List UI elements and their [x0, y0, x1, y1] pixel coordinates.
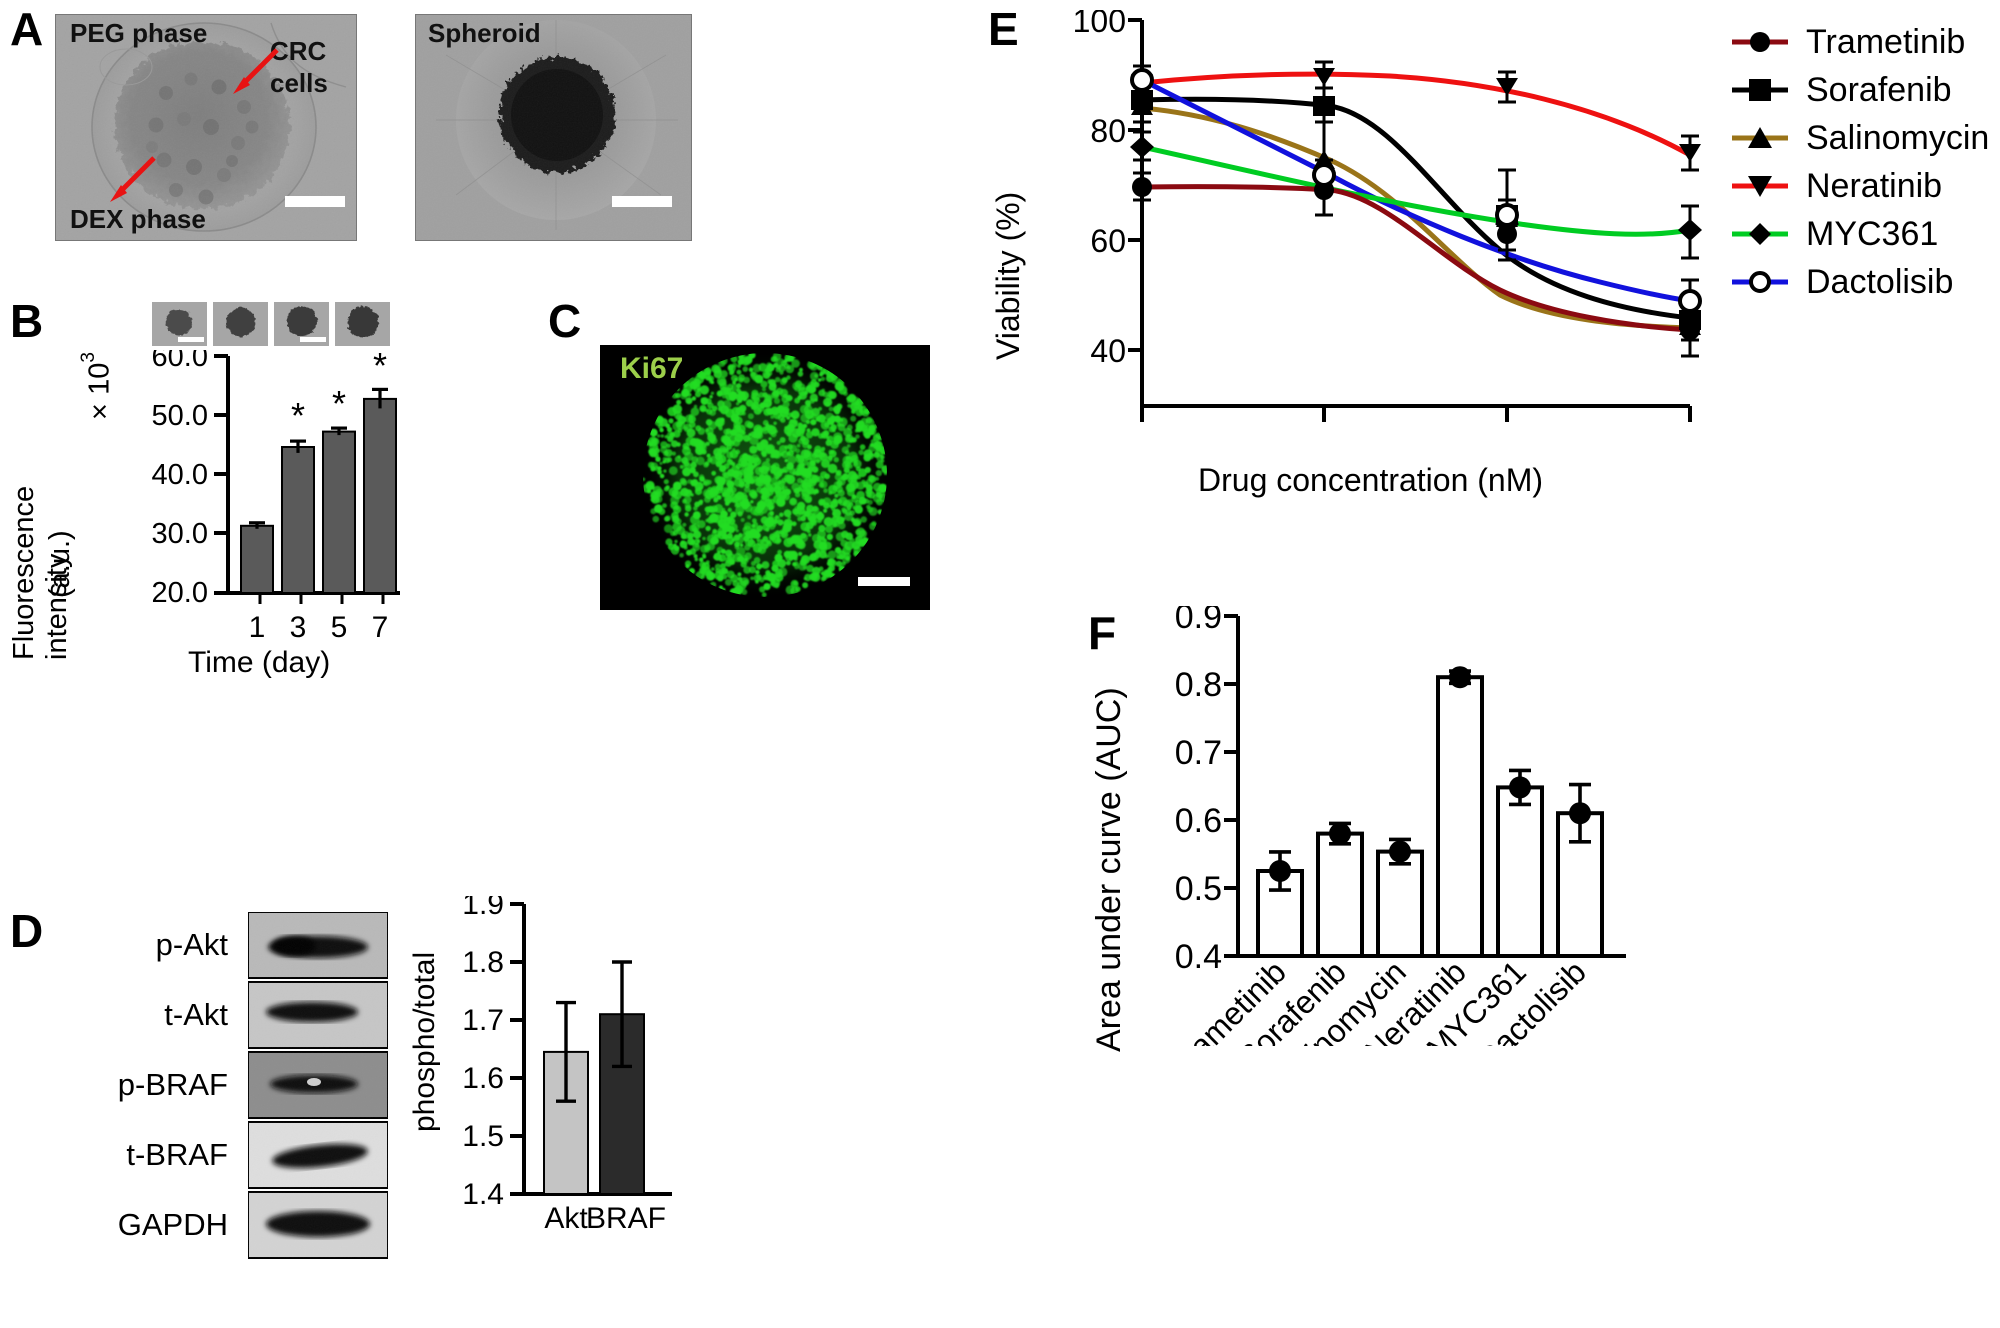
legend-marker-myc361-icon	[1732, 223, 1788, 245]
svg-text:1: 1	[249, 611, 266, 644]
panel-letter-c: C	[548, 295, 582, 347]
svg-text:40.0: 40.0	[152, 459, 208, 491]
legend-item-neratinib[interactable]: Neratinib	[1730, 162, 1989, 210]
svg-text:100: 100	[1073, 10, 1126, 39]
panel-b-xlabel: Time (day)	[188, 646, 331, 679]
panel-letter-e: E	[988, 3, 1019, 55]
panel-b-chart: 60.0 50.0 40.0 30.0 20.0	[110, 350, 410, 650]
legend-label-sorafenib: Sorafenib	[1806, 70, 1952, 109]
panel-d-blot-labels: p-Akt t-Akt p-BRAF t-BRAF GAPDH	[98, 910, 228, 1260]
blot-label-t-akt: t-Akt	[164, 997, 228, 1032]
svg-text:7: 7	[372, 611, 389, 644]
svg-text:1.5: 1.5	[462, 1120, 504, 1153]
svg-text:0.7: 0.7	[1175, 734, 1222, 772]
panel-a-left-scalebar	[285, 196, 345, 207]
panel-letter-b: B	[10, 295, 44, 347]
svg-text:0.6: 0.6	[1175, 802, 1222, 840]
panel-f-chart: 0.9 0.8 0.7 0.6 0.5 0.4	[1126, 606, 1746, 1046]
panel-a-arrow-dex-icon	[100, 150, 162, 208]
panel-d-blot-images	[248, 912, 388, 1260]
svg-text:50.0: 50.0	[152, 400, 208, 432]
blot-label-gapdh: GAPDH	[117, 1207, 228, 1242]
legend-item-salinomycin[interactable]: Salinomycin	[1730, 114, 1989, 162]
svg-text:60.0: 60.0	[152, 350, 208, 373]
blot-label-p-akt: p-Akt	[155, 927, 228, 962]
panel-c-image	[600, 345, 930, 610]
legend-label-dactolisib: Dactolisib	[1806, 262, 1954, 301]
panel-a-label-crc-line1: CRC	[270, 36, 327, 66]
legend-marker-sorafenib-icon	[1732, 79, 1788, 101]
legend-marker-trametinib-icon	[1732, 32, 1788, 52]
svg-text:1.8: 1.8	[462, 946, 504, 979]
panel-a-label-dex: DEX phase	[70, 204, 206, 234]
panel-f-ylabel: Area under curve (AUC)	[1090, 687, 1128, 1052]
legend-marker-neratinib-icon	[1732, 176, 1788, 197]
panel-b-ylabel-line2: (a.u.)	[44, 530, 76, 598]
svg-text:102: 102	[1482, 427, 1533, 430]
svg-text:BRAF: BRAF	[586, 1202, 666, 1235]
panel-e-legend: Trametinib Sorafenib Salinomycin Neratin…	[1730, 18, 1989, 306]
legend-item-trametinib[interactable]: Trametinib	[1730, 18, 1989, 66]
svg-text:*: *	[373, 350, 387, 386]
svg-text:1.4: 1.4	[462, 1178, 504, 1211]
panel-a-label-crc-line2: cells	[270, 68, 328, 98]
svg-text:40: 40	[1090, 333, 1126, 369]
legend-marker-dactolisib-icon	[1732, 271, 1788, 293]
svg-text:1.7: 1.7	[462, 1004, 504, 1037]
panel-b-thumbnails	[152, 300, 392, 348]
legend-label-neratinib: Neratinib	[1806, 166, 1943, 205]
panel-e-chart: 100 80 60 40	[1030, 10, 1710, 430]
panel-a-label-peg: PEG phase	[70, 18, 208, 48]
panel-e-ylabel: Viability (%)	[990, 191, 1026, 360]
svg-text:1.6: 1.6	[462, 1062, 504, 1095]
panel-a-arrow-crc-icon	[225, 44, 285, 99]
panel-letter-a: A	[10, 3, 44, 55]
svg-text:Akt: Akt	[544, 1202, 588, 1235]
svg-text:60: 60	[1090, 223, 1126, 259]
svg-text:103: 103	[1665, 427, 1710, 430]
blot-label-t-braf: t-BRAF	[126, 1137, 228, 1172]
panel-d-chart: 1.9 1.8 1.7 1.6 1.5 1.4	[440, 896, 700, 1236]
svg-text:*: *	[291, 395, 305, 436]
panel-a-right-scalebar	[612, 196, 672, 207]
svg-text:0.4: 0.4	[1175, 938, 1222, 976]
svg-text:100: 100	[1117, 427, 1168, 430]
panel-letter-f: F	[1088, 607, 1117, 659]
svg-text:*: *	[332, 383, 346, 424]
panel-letter-d: D	[10, 905, 44, 957]
legend-item-dactolisib[interactable]: Dactolisib	[1730, 258, 1989, 306]
legend-label-salinomycin: Salinomycin	[1806, 118, 1990, 157]
blot-label-p-braf: p-BRAF	[117, 1067, 228, 1102]
svg-text:0.5: 0.5	[1175, 870, 1222, 908]
panel-e-xlabel: Drug concentration (nM)	[1198, 462, 1544, 498]
svg-text:5: 5	[331, 611, 348, 644]
svg-text:101: 101	[1299, 427, 1350, 430]
legend-label-myc361: MYC361	[1806, 214, 1939, 253]
legend-marker-salinomycin-icon	[1732, 127, 1788, 148]
panel-d-ylabel: phospho/total	[408, 951, 441, 1132]
legend-item-myc361[interactable]: MYC361	[1730, 210, 1989, 258]
svg-text:3: 3	[290, 611, 307, 644]
svg-text:30.0: 30.0	[152, 518, 208, 550]
svg-text:80: 80	[1090, 113, 1126, 149]
svg-text:1.9: 1.9	[462, 896, 504, 921]
svg-text:0.9: 0.9	[1175, 606, 1222, 636]
legend-label-trametinib: Trametinib	[1806, 22, 1966, 61]
panel-a-left-image	[55, 14, 357, 241]
legend-item-sorafenib[interactable]: Sorafenib	[1730, 66, 1989, 114]
panel-b-y-multiplier-exp: 3	[78, 352, 99, 363]
panel-a-label-spheroid: Spheroid	[428, 18, 541, 48]
svg-text:0.8: 0.8	[1175, 666, 1222, 704]
svg-text:20.0: 20.0	[152, 577, 208, 609]
panel-c-label-ki67: Ki67	[620, 352, 684, 385]
